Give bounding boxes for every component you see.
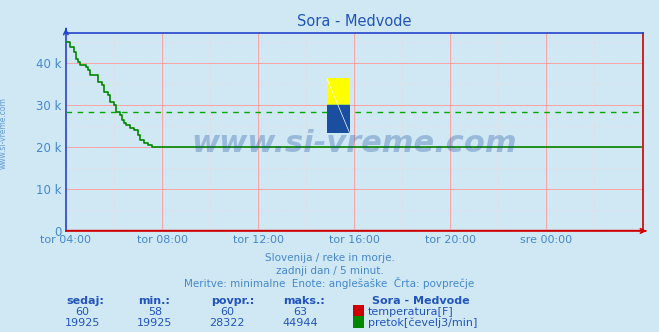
Polygon shape — [327, 105, 350, 133]
Text: sedaj:: sedaj: — [66, 296, 103, 306]
Text: maks.:: maks.: — [283, 296, 325, 306]
Text: pretok[čevelj3/min]: pretok[čevelj3/min] — [368, 317, 477, 328]
Text: www.si-vreme.com: www.si-vreme.com — [0, 97, 8, 169]
Text: temperatura[F]: temperatura[F] — [368, 307, 453, 317]
Text: Sora - Medvode: Sora - Medvode — [372, 296, 470, 306]
Text: 63: 63 — [293, 307, 307, 317]
Bar — [327, 105, 350, 133]
Text: min.:: min.: — [138, 296, 170, 306]
Text: 58: 58 — [148, 307, 162, 317]
Text: www.si-vreme.com: www.si-vreme.com — [191, 129, 517, 158]
Text: 44944: 44944 — [282, 318, 318, 328]
Text: 28322: 28322 — [210, 318, 245, 328]
Text: Meritve: minimalne  Enote: anglešaške  Črta: povprečje: Meritve: minimalne Enote: anglešaške Črt… — [185, 277, 474, 289]
Text: 60: 60 — [75, 307, 90, 317]
Title: Sora - Medvode: Sora - Medvode — [297, 14, 411, 29]
Text: 19925: 19925 — [137, 318, 173, 328]
Text: 19925: 19925 — [65, 318, 100, 328]
Text: 60: 60 — [220, 307, 235, 317]
Text: Slovenija / reke in morje.: Slovenija / reke in morje. — [264, 253, 395, 263]
Text: zadnji dan / 5 minut.: zadnji dan / 5 minut. — [275, 266, 384, 276]
Polygon shape — [327, 78, 350, 105]
Text: povpr.:: povpr.: — [211, 296, 254, 306]
